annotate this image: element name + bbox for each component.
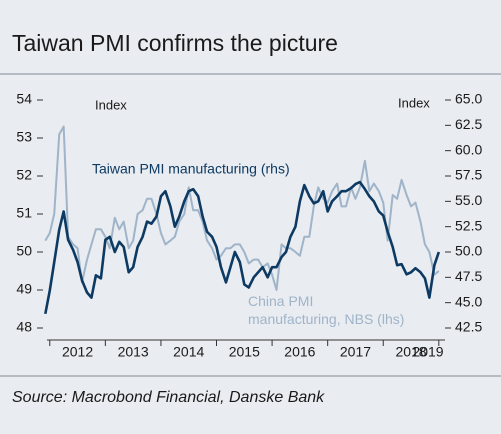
y-tick-label: 51 xyxy=(16,205,32,221)
y2-tick-label: 47.5 xyxy=(455,268,482,284)
x-tick-label: 2014 xyxy=(173,344,204,360)
y-tick-label: 48 xyxy=(16,319,32,335)
x-tick-label: 2016 xyxy=(284,344,315,360)
series-line xyxy=(44,125,440,291)
y-tick-label: 54 xyxy=(16,91,32,107)
right-axis-unit: Index xyxy=(398,95,430,110)
x-tick-label: 2017 xyxy=(340,344,371,360)
y-tick-label: 52 xyxy=(16,167,32,183)
y-tick-label: 49 xyxy=(16,281,32,297)
y2-tick-label: 62.5 xyxy=(455,116,482,132)
series-label: China PMI manufacturing, NBS (lhs) xyxy=(248,293,404,327)
series-label-line: manufacturing, NBS (lhs) xyxy=(248,311,404,327)
y2-tick-label: 55.0 xyxy=(455,192,482,208)
series-line xyxy=(44,180,441,315)
x-tick-label: 2019 xyxy=(412,344,443,360)
left-axis-unit: Index xyxy=(95,97,127,112)
y2-tick-label: 42.5 xyxy=(455,319,482,335)
y2-tick-label: 57.5 xyxy=(455,167,482,183)
chart-title: Taiwan PMI confirms the picture xyxy=(12,30,338,56)
x-tick-label: 2018 xyxy=(395,344,426,360)
series-label-line: China PMI xyxy=(248,293,313,309)
y2-tick-label: 52.5 xyxy=(455,217,482,233)
x-tick-label: 2012 xyxy=(62,344,93,360)
x-tick-label: 2013 xyxy=(118,344,149,360)
y-tick-label: 53 xyxy=(16,129,32,145)
y2-tick-label: 60.0 xyxy=(455,141,482,157)
source: Source: Macrobond Financial, Danske Bank xyxy=(12,389,325,406)
y2-tick-label: 50.0 xyxy=(455,243,482,259)
y-tick-label: 50 xyxy=(16,243,32,259)
y2-tick-label: 65.0 xyxy=(455,91,482,107)
x-tick-label: 2015 xyxy=(229,344,260,360)
series-label: Taiwan PMI manufacturing (rhs) xyxy=(92,161,290,177)
y2-tick-label: 45.0 xyxy=(455,293,482,309)
